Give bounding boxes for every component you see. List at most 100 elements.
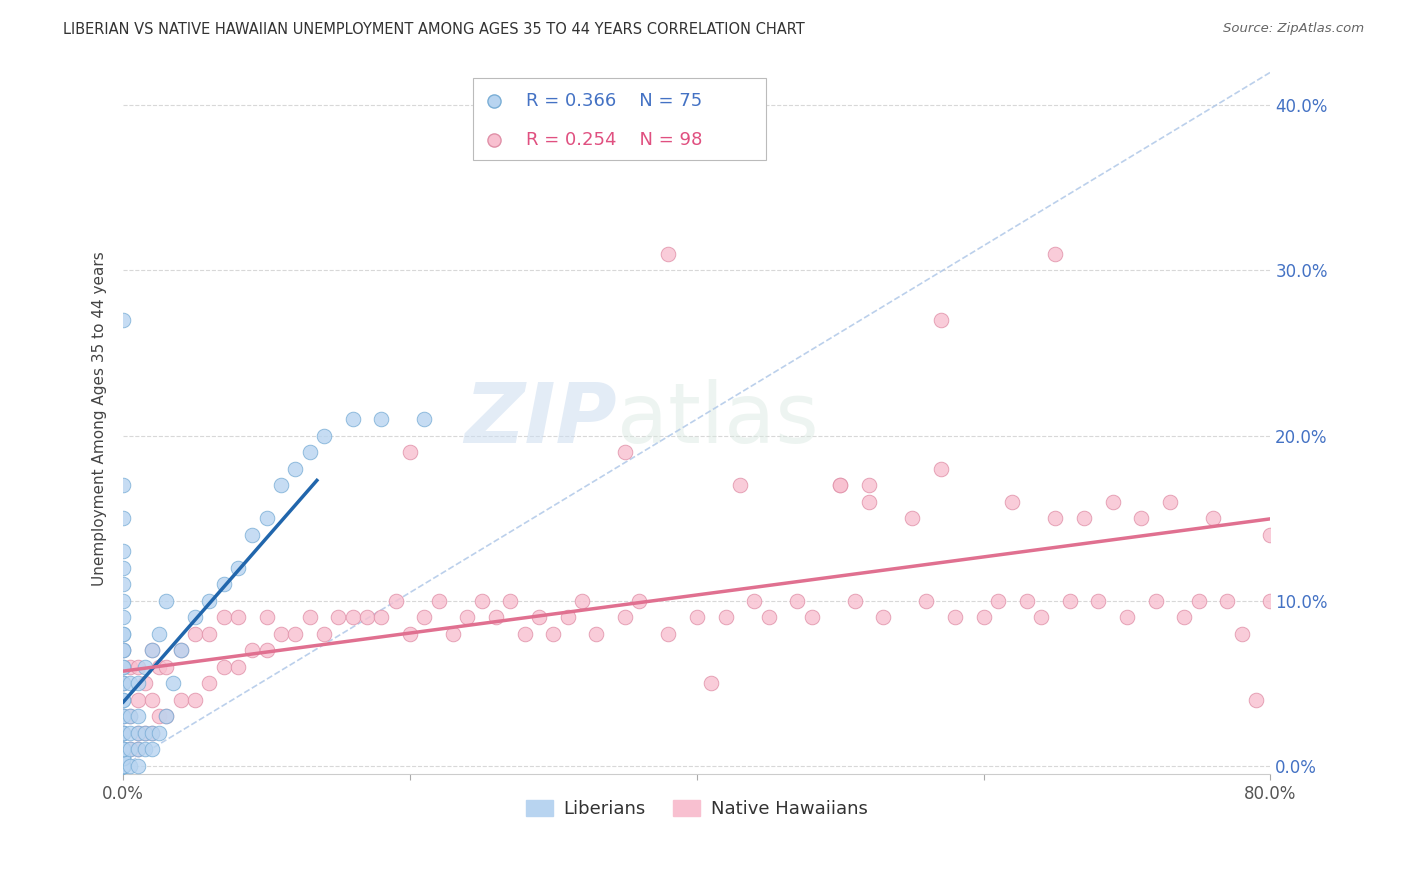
Point (1230, 626, 1253, 640)
Point (256, 511, 278, 525)
Point (370, 412, 392, 426)
Point (141, 726, 163, 740)
Point (112, 626, 135, 640)
Point (240, 527, 263, 541)
Point (112, 759, 135, 773)
Point (112, 313, 135, 327)
Point (557, 610, 579, 624)
Y-axis label: Unemployment Among Ages 35 to 44 years: Unemployment Among Ages 35 to 44 years (93, 252, 107, 586)
Point (141, 693, 163, 707)
Point (127, 660, 149, 674)
Point (858, 494, 880, 508)
Point (112, 478, 135, 492)
Point (120, 742, 142, 756)
Point (112, 759, 135, 773)
Point (112, 750, 135, 764)
Point (127, 693, 149, 707)
Point (1173, 610, 1195, 624)
Point (184, 610, 207, 624)
Point (342, 610, 364, 624)
Text: atlas: atlas (617, 378, 818, 459)
Point (127, 742, 149, 756)
Point (112, 750, 135, 764)
Point (758, 610, 780, 624)
Point (112, 610, 135, 624)
Point (471, 593, 494, 607)
Point (1073, 511, 1095, 525)
Point (155, 593, 177, 607)
Point (312, 626, 335, 640)
Point (112, 626, 135, 640)
Point (915, 593, 938, 607)
Point (127, 709, 149, 723)
Point (384, 593, 406, 607)
Point (1059, 593, 1081, 607)
Point (342, 412, 364, 426)
Point (155, 709, 177, 723)
Point (1101, 494, 1123, 508)
Point (1260, 593, 1282, 607)
Point (628, 593, 651, 607)
Point (141, 742, 163, 756)
Text: R = 0.254    N = 98: R = 0.254 N = 98 (526, 131, 703, 149)
Point (120, 759, 142, 773)
Point (270, 478, 292, 492)
Point (184, 693, 207, 707)
Point (112, 742, 135, 756)
Point (270, 626, 292, 640)
Text: Source: ZipAtlas.com: Source: ZipAtlas.com (1223, 22, 1364, 36)
Point (112, 660, 135, 674)
Point (120, 709, 142, 723)
Point (112, 742, 135, 756)
Point (112, 593, 135, 607)
Point (441, 626, 464, 640)
Point (284, 626, 307, 640)
Point (1116, 610, 1139, 624)
FancyBboxPatch shape (474, 78, 766, 160)
Point (312, 428, 335, 442)
Point (571, 593, 593, 607)
Point (973, 610, 995, 624)
Point (120, 742, 142, 756)
Point (112, 676, 135, 690)
Point (112, 560, 135, 574)
Point (112, 709, 135, 723)
Point (614, 445, 637, 459)
Point (112, 726, 135, 740)
Point (987, 593, 1010, 607)
Point (830, 478, 852, 492)
Text: ZIP: ZIP (464, 378, 617, 459)
Point (943, 610, 966, 624)
Point (112, 693, 135, 707)
Point (1144, 593, 1167, 607)
Point (456, 610, 478, 624)
Point (212, 577, 235, 591)
Point (169, 643, 191, 657)
Point (413, 412, 436, 426)
Point (112, 742, 135, 756)
Point (901, 511, 924, 525)
Point (198, 593, 221, 607)
Point (198, 676, 221, 690)
Point (742, 593, 765, 607)
Text: LIBERIAN VS NATIVE HAWAIIAN UNEMPLOYMENT AMONG AGES 35 TO 44 YEARS CORRELATION C: LIBERIAN VS NATIVE HAWAIIAN UNEMPLOYMENT… (63, 22, 806, 37)
Point (112, 759, 135, 773)
Point (872, 610, 894, 624)
Point (112, 676, 135, 690)
Point (112, 759, 135, 773)
Point (328, 610, 350, 624)
Point (399, 445, 422, 459)
Point (120, 676, 142, 690)
Point (226, 560, 249, 574)
Point (155, 709, 177, 723)
Point (141, 726, 163, 740)
Point (112, 676, 135, 690)
Point (1029, 610, 1052, 624)
Point (148, 626, 170, 640)
Point (543, 626, 565, 640)
Point (585, 626, 607, 640)
Point (1045, 247, 1067, 261)
Point (212, 610, 235, 624)
Point (134, 742, 156, 756)
Point (127, 726, 149, 740)
